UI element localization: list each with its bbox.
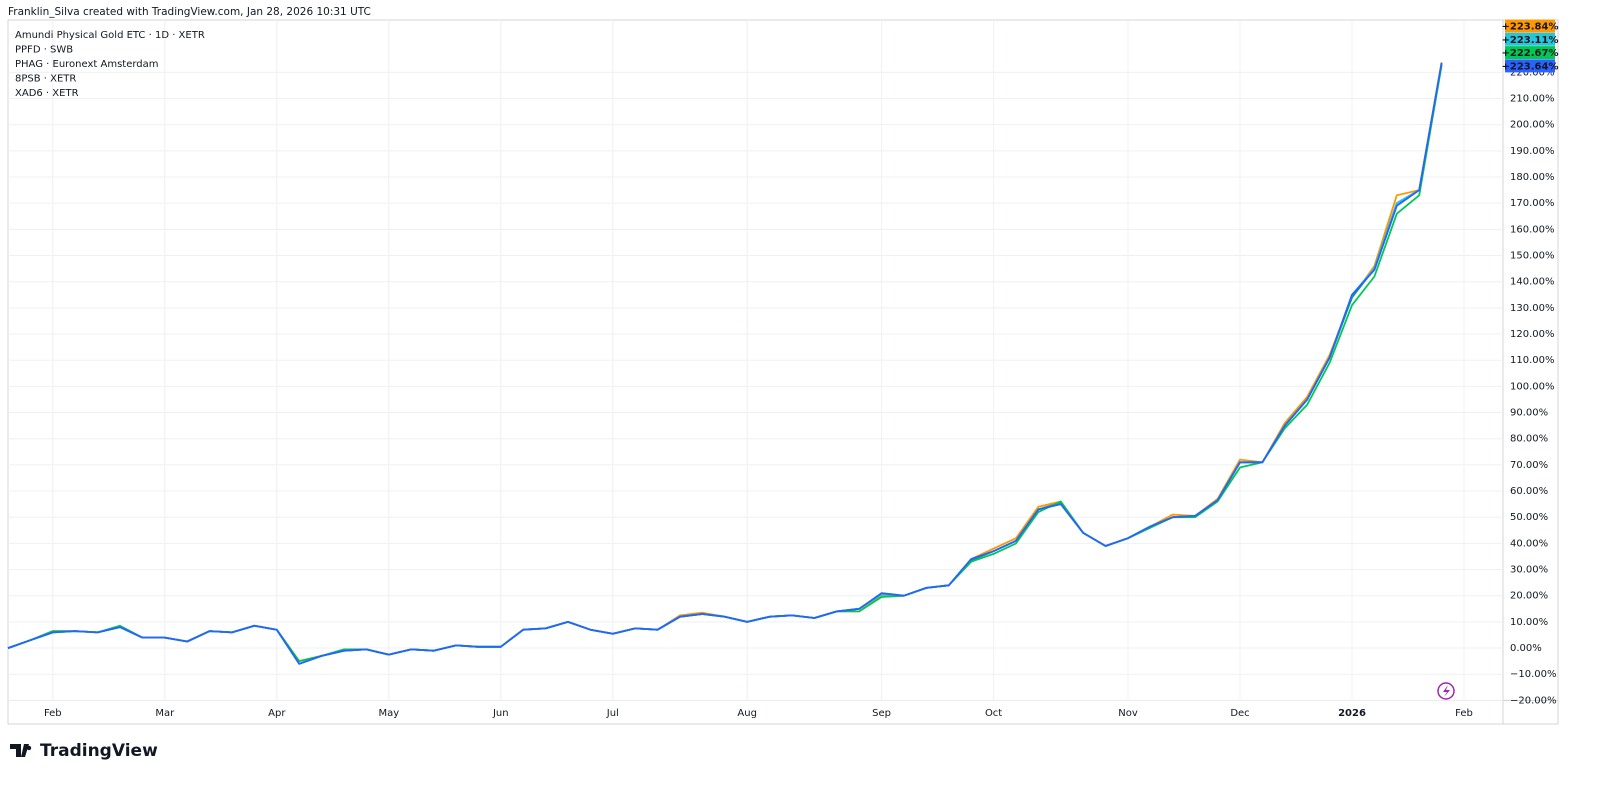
legend-entry: XAD6 · XETR [15,88,79,99]
price-label-bg [1505,59,1555,73]
y-tick-label: 50.00% [1510,512,1548,523]
price-label-bg [1505,46,1555,60]
price-label: +223.64% [1502,61,1559,72]
x-tick-label: May [378,708,399,719]
y-tick-label: 90.00% [1510,408,1548,419]
y-tick-label: 130.00% [1510,303,1555,314]
series-line [7,62,1443,665]
lightning-icon [1437,682,1455,700]
price-label-bg [1505,32,1555,46]
price-label-bg [1505,19,1555,33]
price-label: +223.11% [1502,35,1559,46]
chart-frame [7,19,1559,725]
x-tick-label: Apr [268,708,286,719]
x-tick-label: Jun [492,708,509,719]
y-tick-label: 140.00% [1510,277,1555,288]
y-tick-label: 160.00% [1510,224,1555,235]
y-tick-label: −20.00% [1510,695,1557,706]
legend-entry: 8PSB · XETR [15,74,76,85]
y-tick-label: 110.00% [1510,355,1555,366]
y-tick-label: 0.00% [1510,643,1542,654]
y-tick-label: 10.00% [1510,617,1548,628]
x-tick-label: Nov [1118,708,1138,719]
x-tick-label: Aug [737,708,757,719]
y-tick-label: 100.00% [1510,381,1555,392]
x-tick-label: Dec [1230,708,1249,719]
y-tick-label: 190.00% [1510,146,1555,157]
y-tick-label: 40.00% [1510,538,1548,549]
y-tick-label: 60.00% [1510,486,1548,497]
y-tick-label: 180.00% [1510,172,1555,183]
y-tick-label: 150.00% [1510,251,1555,262]
price-label: +222.67% [1502,48,1559,59]
x-tick-label: Jul [606,708,619,719]
y-tick-label: 220.00% [1510,67,1555,78]
x-tick-label: Sep [872,708,891,719]
y-tick-label: −10.00% [1510,669,1557,680]
legend-entry: Amundi Physical Gold ETC · 1D · XETR [15,30,205,41]
x-tick-label: Feb [44,708,62,719]
grid [8,20,1503,701]
legend: Amundi Physical Gold ETC · 1D · XETR PPFD… [15,30,205,99]
logo-text: TradingView [40,741,158,761]
legend-entry: PHAG · Euronext Amsterdam [15,59,159,70]
y-tick-label: 20.00% [1510,591,1548,602]
y-tick-label: 80.00% [1510,434,1548,445]
x-tick-label: 2026 [1338,708,1366,719]
x-tick-label: Oct [985,708,1002,719]
attribution: Franklin_Silva created with TradingView.… [8,6,371,18]
price-label: +223.84% [1502,22,1559,33]
y-tick-label: 30.00% [1510,565,1548,576]
logo: TradingView [10,741,158,761]
y-tick-label: 200.00% [1510,120,1555,131]
axes: −20.00% −10.00% 0.00% 10.00% 20.00% 30.00% 40.… [44,19,1559,719]
series-lines [7,62,1443,665]
y-tick-label: 170.00% [1510,198,1555,209]
x-tick-label: Feb [1455,708,1473,719]
legend-entry: PPFD · SWB [15,45,73,56]
y-tick-label: 210.00% [1510,94,1555,105]
x-tick-label: Mar [155,708,175,719]
y-tick-label: 70.00% [1510,460,1548,471]
y-tick-label: 120.00% [1510,329,1555,340]
